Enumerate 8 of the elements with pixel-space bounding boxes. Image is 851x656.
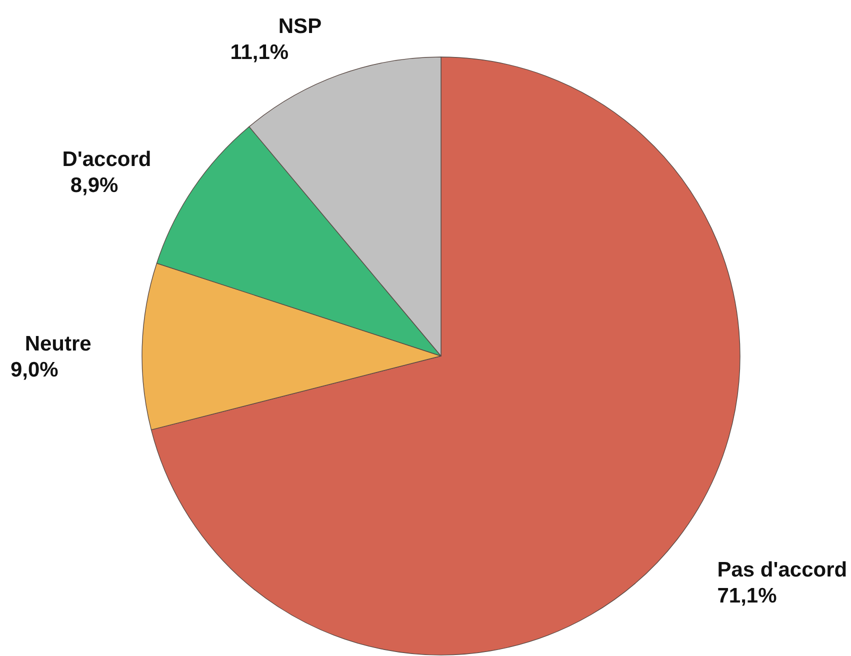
slice-label: Pas d'accord: [717, 558, 848, 582]
data-label: 9,0%: [10, 358, 59, 382]
slice-label: Neutre: [24, 332, 92, 356]
data-label: 11,1%: [230, 41, 289, 64]
slice-label: NSP: [278, 15, 322, 38]
slice-label: D'accord: [62, 148, 152, 171]
data-label: 8,9%: [70, 174, 119, 197]
data-label: 71,1%: [717, 584, 778, 608]
